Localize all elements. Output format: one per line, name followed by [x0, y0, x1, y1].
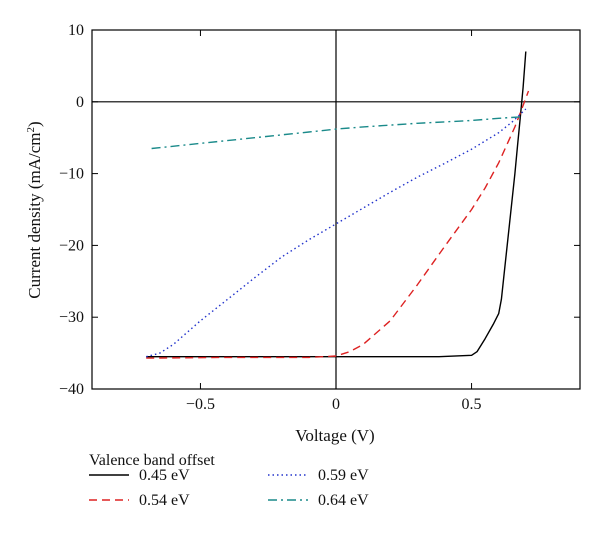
x-tick-label-2: 0: [332, 396, 340, 413]
y-axis-title: Current density (mA/cm2): [25, 121, 44, 298]
y-tick-label-4: −10: [59, 166, 84, 183]
y-tick-label-3: −20: [59, 237, 84, 254]
legend: Valence band offset 0.45 eV 0.54 eV 0.59 e…: [89, 452, 369, 509]
legend-label-2: 0.54 eV: [139, 492, 190, 509]
y-tick-label-1: −40: [59, 381, 84, 398]
legend-label-1: 0.45 eV: [139, 467, 190, 484]
y-tick-label-6: 10: [68, 22, 84, 39]
legend-label-4: 0.64 eV: [318, 492, 369, 509]
y-tick-label-2: −30: [59, 309, 84, 326]
axes: −0.5 0 0.5 −40 −30 −20 −10 0 10: [59, 22, 581, 413]
x-axis-title: Voltage (V): [295, 426, 374, 445]
plot-area: [92, 30, 580, 389]
y-axis-title-sup: 2: [25, 127, 37, 133]
y-axis-title-main: Current density (mA/cm: [25, 132, 44, 298]
series-line-3: [146, 108, 527, 358]
y-tick-label-5: 0: [76, 94, 84, 111]
y-axis-title-end: ): [25, 121, 44, 127]
legend-title: Valence band offset: [89, 452, 215, 469]
legend-label-3: 0.59 eV: [318, 467, 369, 484]
series-line-2: [146, 90, 530, 359]
series-line-1: [146, 51, 527, 358]
x-tick-label-3: 0.5: [462, 396, 482, 413]
series-line-4: [151, 116, 521, 150]
x-tick-label-1: −0.5: [186, 396, 215, 413]
